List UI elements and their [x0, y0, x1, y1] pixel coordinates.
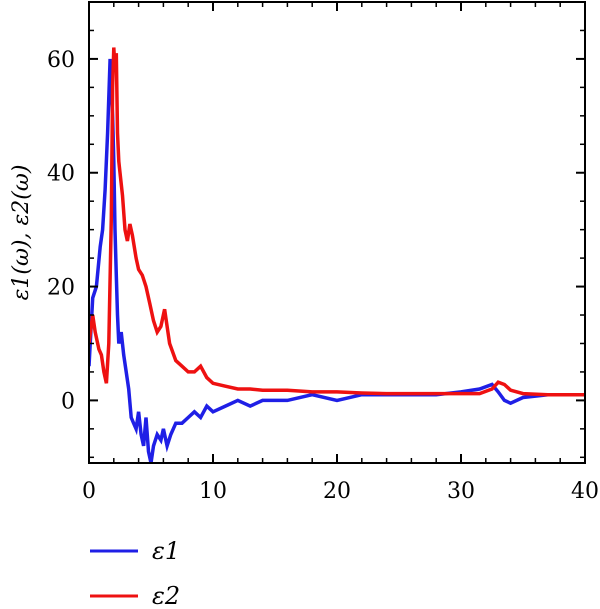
legend-label-2: ε2 — [152, 582, 180, 609]
x-tick-label: 20 — [323, 479, 351, 504]
x-tick-label: 0 — [82, 479, 96, 504]
axis-ticks: 0 10 20 30 40 0 20 40 60 — [47, 1, 599, 504]
series-line-2 — [89, 47, 585, 397]
y-tick-label: 60 — [47, 48, 75, 73]
y-tick-label: 40 — [47, 162, 75, 187]
plot-area — [89, 47, 585, 463]
y-axis-label: ε1(ω), ε2(ω) — [9, 165, 34, 301]
x-tick-label: 40 — [571, 479, 599, 504]
x-tick-label: 10 — [199, 479, 227, 504]
y-tick-label: 20 — [47, 276, 75, 301]
plot-frame — [88, 1, 586, 464]
legend-label-1: ε1 — [152, 537, 180, 565]
series-line-1 — [89, 58, 585, 463]
legend: ε1 ε2 — [90, 537, 180, 609]
y-tick-label: 0 — [61, 389, 75, 414]
x-tick-label: 30 — [447, 479, 475, 504]
